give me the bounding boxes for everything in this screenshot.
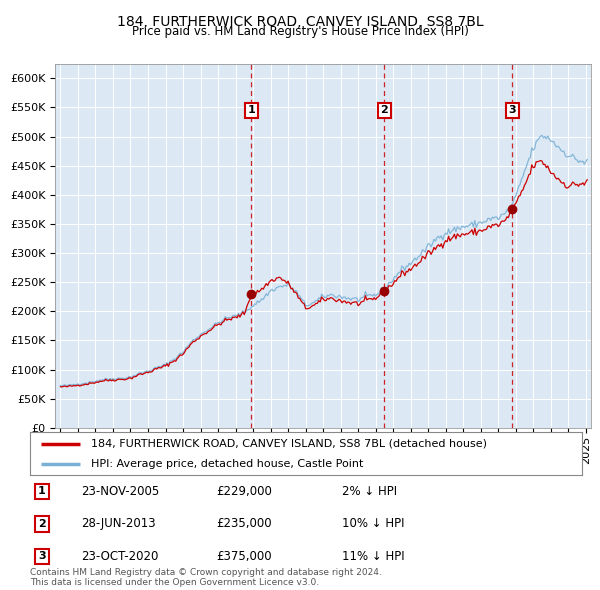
Text: 10% ↓ HPI: 10% ↓ HPI	[342, 517, 404, 530]
Text: 11% ↓ HPI: 11% ↓ HPI	[342, 550, 404, 563]
Text: 2% ↓ HPI: 2% ↓ HPI	[342, 485, 397, 498]
Text: 28-JUN-2013: 28-JUN-2013	[81, 517, 155, 530]
Text: 3: 3	[508, 106, 516, 115]
Text: 23-OCT-2020: 23-OCT-2020	[81, 550, 158, 563]
Text: 184, FURTHERWICK ROAD, CANVEY ISLAND, SS8 7BL: 184, FURTHERWICK ROAD, CANVEY ISLAND, SS…	[116, 15, 484, 29]
Text: 23-NOV-2005: 23-NOV-2005	[81, 485, 159, 498]
Text: £235,000: £235,000	[216, 517, 272, 530]
Text: Contains HM Land Registry data © Crown copyright and database right 2024.
This d: Contains HM Land Registry data © Crown c…	[30, 568, 382, 587]
Text: 1: 1	[247, 106, 255, 115]
Text: Price paid vs. HM Land Registry's House Price Index (HPI): Price paid vs. HM Land Registry's House …	[131, 25, 469, 38]
Text: £229,000: £229,000	[216, 485, 272, 498]
Text: 1: 1	[38, 487, 46, 496]
Text: 184, FURTHERWICK ROAD, CANVEY ISLAND, SS8 7BL (detached house): 184, FURTHERWICK ROAD, CANVEY ISLAND, SS…	[91, 439, 487, 449]
Text: 2: 2	[380, 106, 388, 115]
Text: 2: 2	[38, 519, 46, 529]
Text: HPI: Average price, detached house, Castle Point: HPI: Average price, detached house, Cast…	[91, 459, 363, 469]
Text: £375,000: £375,000	[216, 550, 272, 563]
Text: 3: 3	[38, 552, 46, 561]
